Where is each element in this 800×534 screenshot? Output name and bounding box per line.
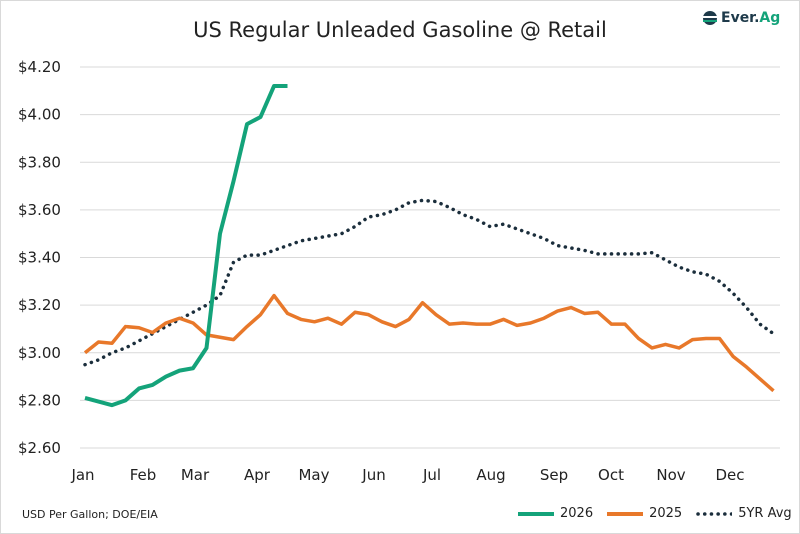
x-tick-label: Apr: [244, 466, 271, 484]
x-tick-label: Jun: [361, 466, 385, 484]
y-tick-label: $3.60: [18, 201, 61, 219]
legend-swatch-2026: [518, 511, 554, 516]
x-tick-label: Nov: [656, 466, 685, 484]
y-tick-label: $4.00: [18, 106, 61, 124]
legend-item-2026: 2026: [518, 506, 593, 521]
legend: 2026 2025 5YR Avg: [518, 506, 792, 521]
x-tick-label: May: [298, 466, 329, 484]
footnote: USD Per Gallon; DOE/EIA: [22, 508, 158, 521]
x-tick-label: Jul: [422, 466, 441, 484]
series-line-2025: [83, 293, 775, 393]
x-tick-label: Mar: [181, 466, 210, 484]
x-tick-label: Dec: [715, 466, 744, 484]
y-tick-label: $3.80: [18, 153, 61, 171]
x-tick-label: Oct: [598, 466, 624, 484]
legend-swatch-2025: [607, 511, 644, 516]
y-tick-label: $4.20: [18, 58, 61, 76]
legend-swatch-5yr-avg: [696, 511, 733, 516]
x-tick-label: Sep: [540, 466, 568, 484]
series-line-2026: [84, 84, 288, 408]
y-tick-label: $2.60: [18, 439, 61, 457]
x-tick-label: Feb: [130, 466, 157, 484]
y-tick-label: $3.20: [18, 296, 61, 314]
x-tick-label: Jan: [70, 466, 94, 484]
chart-title: US Regular Unleaded Gasoline @ Retail: [193, 18, 607, 42]
y-tick-label: $3.00: [18, 344, 61, 362]
y-tick-label: $3.40: [18, 249, 61, 267]
series-line-5yr-avg: [83, 198, 776, 367]
everag-logo: Ever.Ag: [702, 10, 780, 26]
legend-item-5yr-avg: 5YR Avg: [696, 506, 792, 521]
y-tick-label: $2.80: [18, 391, 61, 409]
logo-icon: [703, 11, 717, 25]
x-tick-label: Aug: [476, 466, 505, 484]
legend-item-2025: 2025: [607, 506, 682, 521]
